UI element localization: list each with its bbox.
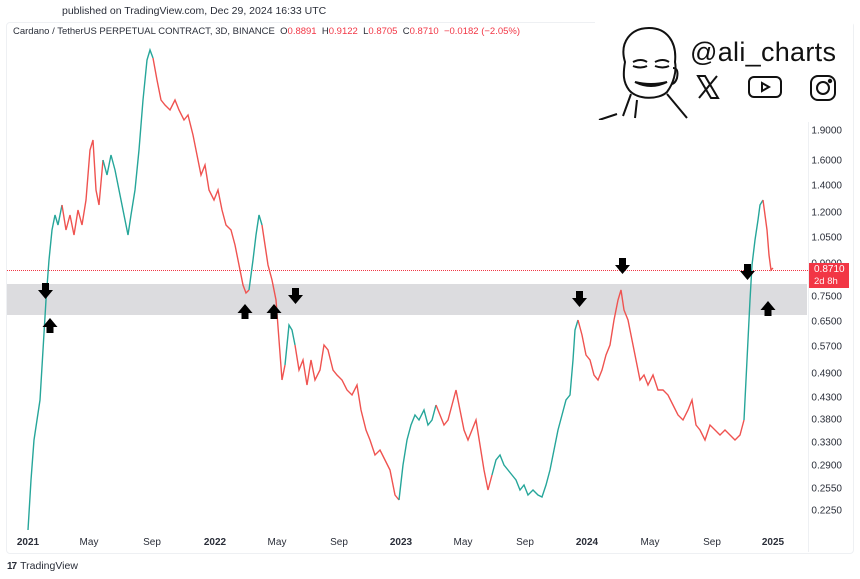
y-tick: 0.3300 [811,437,842,449]
price-axis-divider [808,22,809,552]
arrow-down-icon [288,288,303,304]
x-tick: May [640,537,660,548]
y-tick: 0.6500 [811,316,842,328]
y-tick: 0.2250 [811,505,842,517]
current-price: 0.8710 [814,264,845,275]
support-resistance-zone [7,284,807,315]
x-tick: Sep [143,537,161,548]
x-tick: May [79,537,99,548]
x-tick: 2023 [389,537,413,548]
youtube-icon [748,76,782,98]
tradingview-logo[interactable]: 17 TradingView [7,560,78,572]
arrow-down-icon [615,258,630,274]
change-value: −0.0182 (−2.05%) [443,26,521,37]
high-value: 0.9122 [328,26,358,37]
y-tick: 0.7500 [811,291,842,303]
author-handle: @ali_charts [690,37,837,67]
low-label: L [363,26,369,37]
x-tick: 2025 [761,537,785,548]
low-value: 0.8705 [368,26,398,37]
x-logo-icon [696,75,720,99]
arrow-up-icon [266,304,282,319]
y-tick: 1.4000 [811,180,842,192]
x-tick: May [267,537,287,548]
close-label: C [402,26,410,37]
price-series [27,47,774,531]
arrow-down-icon [38,283,53,299]
x-tick: 2022 [203,537,227,548]
x-tick: 2021 [16,537,40,548]
x-tick: Sep [516,537,534,548]
instagram-icon [810,75,836,101]
current-price-tag: 0.8710 2d 8h [809,263,849,288]
chart-frame [6,22,854,554]
y-tick: 0.5700 [811,341,842,353]
y-tick: 0.2550 [811,483,842,495]
x-tick: Sep [703,537,721,548]
x-tick: May [453,537,473,548]
published-note: published on TradingView.com, Dec 29, 20… [62,5,327,17]
y-tick: 0.2900 [811,460,842,472]
arrow-down-icon [740,264,755,280]
x-tick: Sep [330,537,348,548]
y-tick: 1.2000 [811,207,842,219]
tradingview-mark-icon: 17 [7,560,17,572]
meme-face-icon [598,26,688,120]
x-tick: 2024 [575,537,599,548]
arrow-up-icon [237,304,253,319]
annotation-arrows [38,258,776,333]
arrow-up-icon [42,318,58,333]
y-tick: 1.6000 [811,155,842,167]
bar-countdown: 2d 8h [814,276,838,287]
y-tick: 0.4300 [811,392,842,404]
open-label: O [280,26,288,37]
high-label: H [321,26,329,37]
y-tick: 0.4900 [811,368,842,380]
close-value: 0.8710 [409,26,439,37]
symbol-title: Cardano / TetherUS PERPETUAL CONTRACT, 3… [13,26,275,37]
tradingview-text: TradingView [20,560,78,572]
symbol-legend: Cardano / TetherUS PERPETUAL CONTRACT, 3… [13,26,520,37]
current-price-line [7,270,808,271]
y-tick: 0.3800 [811,414,842,426]
arrow-up-icon [760,301,776,316]
open-value: 0.8891 [287,26,317,37]
y-tick: 1.0500 [811,232,842,244]
author-branding: @ali_charts [595,22,853,122]
arrow-down-icon [572,291,587,307]
y-tick: 1.9000 [811,125,842,137]
